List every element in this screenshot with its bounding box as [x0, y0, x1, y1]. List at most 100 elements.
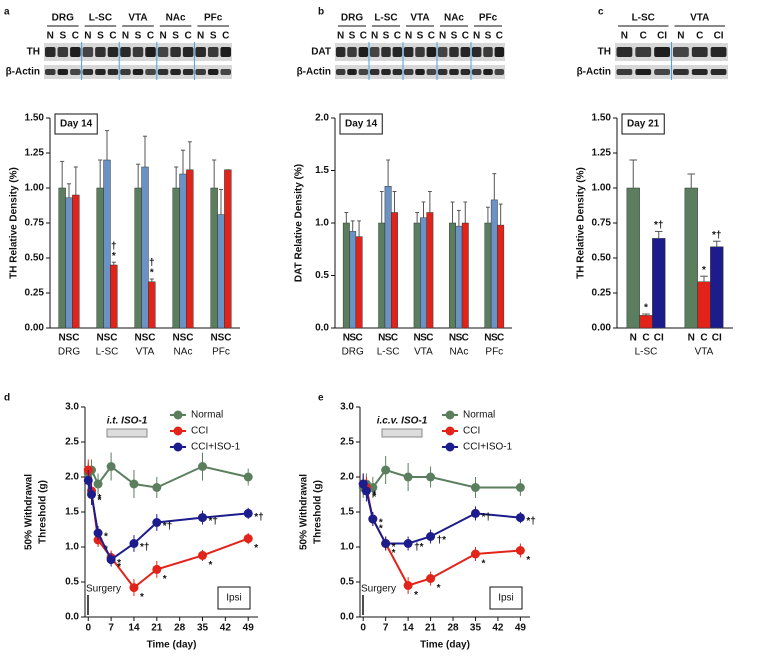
significance-marker: * — [117, 562, 121, 573]
blot-lane-label: CI — [657, 31, 667, 42]
series-line — [362, 483, 521, 545]
title-box — [54, 113, 98, 135]
bar — [141, 166, 149, 329]
blot-lane-label: N — [337, 31, 344, 42]
blot-lane-label: N — [159, 31, 166, 42]
blot-band — [381, 69, 391, 75]
blot-lane-label: C — [72, 31, 79, 42]
x-tick-label: 28 — [174, 623, 186, 634]
blot-band — [426, 69, 437, 75]
bar — [490, 199, 498, 329]
blot-band — [494, 69, 505, 75]
x-group-label: PFc — [485, 347, 503, 358]
significance-marker: * — [163, 574, 167, 585]
y-tick-label: 0.0 — [65, 612, 79, 623]
blot-band — [710, 69, 727, 75]
y-tick-label: 0.25 — [592, 288, 612, 299]
bar — [134, 187, 142, 329]
treatment-bar — [106, 428, 148, 438]
blot-band — [403, 69, 414, 75]
data-point — [129, 583, 139, 593]
blot-band — [635, 69, 652, 75]
data-point — [368, 514, 378, 524]
x-tick-label: C — [148, 333, 155, 344]
x-tick-label: S — [104, 333, 111, 344]
side-label: Ipsi — [226, 593, 242, 604]
panel-letter: d — [4, 393, 10, 404]
data-point — [381, 465, 391, 475]
bar — [224, 169, 232, 329]
side-box — [217, 586, 251, 610]
blot-lane-label: S — [417, 31, 424, 42]
blot-group-label: L-SC — [374, 13, 397, 24]
chart-title: Day 14 — [60, 119, 93, 130]
significance-marker: * — [392, 542, 396, 553]
blot-lane-label: S — [59, 31, 66, 42]
legend-label: CCI — [463, 426, 480, 437]
data-point — [106, 555, 116, 565]
blot-band — [195, 47, 206, 57]
blot-band — [403, 47, 414, 57]
significance-marker: *† — [254, 512, 263, 523]
blot-band — [369, 69, 380, 75]
y-tick-label: 0.5 — [315, 270, 329, 281]
x-group-label: NAc — [449, 347, 468, 358]
treatment-label: i.c.v. ISO-1 — [377, 416, 428, 427]
blot-lane-label: N — [473, 31, 480, 42]
data-point — [152, 564, 162, 574]
x-tick-label: S — [456, 333, 463, 344]
y-tick-label: 0.75 — [25, 218, 45, 229]
data-point — [243, 472, 253, 482]
blot-band — [132, 47, 144, 57]
y-tick-label: 0.25 — [25, 288, 45, 299]
data-point — [515, 513, 525, 523]
y-axis-title: 50% Withdrawal — [299, 474, 310, 550]
x-tick-label: N — [414, 333, 421, 344]
panel-letter: b — [318, 7, 324, 18]
bar — [497, 224, 505, 329]
data-point — [426, 472, 436, 482]
x-tick-label: N — [97, 333, 104, 344]
x-tick-label: C — [186, 333, 193, 344]
bar — [639, 315, 653, 329]
bar — [210, 187, 218, 329]
significance-marker: * — [481, 559, 485, 570]
significance-marker: †* — [437, 535, 447, 546]
significance-marker: * — [112, 251, 116, 262]
blot-band — [57, 69, 69, 75]
significance-marker: * — [437, 583, 441, 594]
x-axis-title: Time (day) — [420, 640, 470, 651]
x-tick-label: C — [224, 333, 231, 344]
bar — [710, 246, 724, 329]
blot-band — [673, 47, 689, 57]
x-tick-label: S — [385, 333, 392, 344]
bar — [378, 222, 386, 329]
x-tick-label: S — [142, 333, 149, 344]
blot-band — [437, 47, 448, 57]
y-tick-label: 0.50 — [592, 253, 612, 264]
x-tick-label: N — [688, 333, 695, 344]
x-tick-label: 14 — [403, 623, 415, 634]
legend-label: CCI+ISO-1 — [463, 442, 513, 453]
blot-band — [616, 69, 633, 75]
y-tick-label: 1.25 — [592, 148, 612, 159]
blot-band — [381, 47, 391, 57]
y-tick-label: 1.5 — [340, 507, 354, 518]
y-axis-title: 50% Withdrawal — [24, 474, 35, 550]
bar — [217, 214, 225, 329]
y-tick-label: 2.5 — [340, 437, 354, 448]
bar — [484, 222, 492, 329]
bar — [110, 264, 118, 329]
x-tick-label: 7 — [108, 623, 114, 634]
blot-group-label: VTA — [410, 13, 429, 24]
legend-label: CCI — [191, 426, 208, 437]
data-point — [129, 479, 139, 489]
surgery-label: Surgery — [86, 584, 121, 595]
panel-letter: a — [4, 7, 10, 18]
bar — [103, 159, 111, 329]
bar — [179, 173, 187, 329]
significance-marker: *† — [481, 512, 490, 523]
legend-marker — [173, 442, 183, 452]
y-axis-title: Threshold (g) — [313, 480, 324, 544]
y-tick-label: 1.0 — [315, 218, 329, 229]
